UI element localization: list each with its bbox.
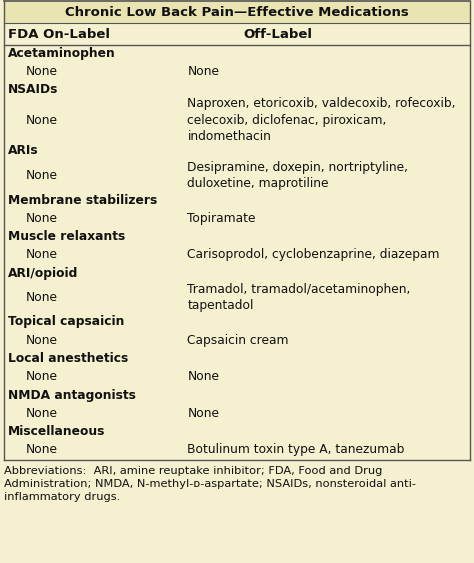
Bar [4,192,470,208]
Bar [4,244,470,265]
Text: Local anesthetics: Local anesthetics [8,352,128,365]
Bar [4,387,470,403]
Text: None: None [26,248,58,261]
Text: Botulinum toxin type A, tanezumab: Botulinum toxin type A, tanezumab [187,443,405,456]
Bar [4,403,470,423]
Text: Muscle relaxants: Muscle relaxants [8,230,125,243]
Bar [4,159,470,192]
Text: Tramadol, tramadol/acetaminophen,
tapentadol: Tramadol, tramadol/acetaminophen, tapent… [187,283,411,312]
Bar [4,143,470,159]
Text: ARIs: ARIs [8,145,38,158]
Bar [4,330,470,351]
Bar [4,97,470,143]
Text: None: None [26,370,58,383]
Text: NSAIDs: NSAIDs [8,83,58,96]
Text: None: None [187,406,219,420]
Text: None: None [26,114,58,127]
Text: Acetaminophen: Acetaminophen [8,47,116,60]
Bar [4,45,470,61]
Text: None: None [187,370,219,383]
Text: Chronic Low Back Pain—Effective Medications: Chronic Low Back Pain—Effective Medicati… [65,6,409,19]
Text: Membrane stabilizers: Membrane stabilizers [8,194,157,207]
Text: NMDA antagonists: NMDA antagonists [8,388,136,401]
Text: FDA On-Label: FDA On-Label [8,28,110,41]
Text: Off-Label: Off-Label [244,28,312,41]
Text: None: None [26,65,58,78]
Text: Desipramine, doxepin, nortriptyline,
duloxetine, maprotiline: Desipramine, doxepin, nortriptyline, dul… [187,161,409,190]
Text: None: None [26,443,58,456]
Text: Topical capsaicin: Topical capsaicin [8,315,124,328]
Text: Carisoprodol, cyclobenzaprine, diazepam: Carisoprodol, cyclobenzaprine, diazepam [187,248,440,261]
Bar [4,281,470,314]
Bar [4,82,470,97]
Bar [4,440,470,460]
Text: Abbreviations:  ARI, amine reuptake inhibitor; FDA, Food and Drug
Administration: Abbreviations: ARI, amine reuptake inhib… [4,466,416,502]
Bar [4,314,470,330]
Text: Capsaicin cream: Capsaicin cream [187,334,289,347]
Text: ARI/opioid: ARI/opioid [8,266,78,279]
Bar [4,229,470,244]
Text: None: None [26,291,58,304]
Bar [4,265,470,281]
Bar [4,367,470,387]
Text: None: None [26,169,58,182]
Bar [4,423,470,440]
Text: Miscellaneous: Miscellaneous [8,425,105,438]
Bar [4,1,470,23]
Text: None: None [26,334,58,347]
Bar [4,208,470,229]
Text: Topiramate: Topiramate [187,212,256,225]
Text: None: None [26,406,58,420]
Text: None: None [187,65,219,78]
Bar [4,351,470,367]
Bar [4,23,470,45]
Bar [4,61,470,82]
Text: Naproxen, etoricoxib, valdecoxib, rofecoxib,
celecoxib, diclofenac, piroxicam,
i: Naproxen, etoricoxib, valdecoxib, rofeco… [187,97,456,143]
Text: None: None [26,212,58,225]
